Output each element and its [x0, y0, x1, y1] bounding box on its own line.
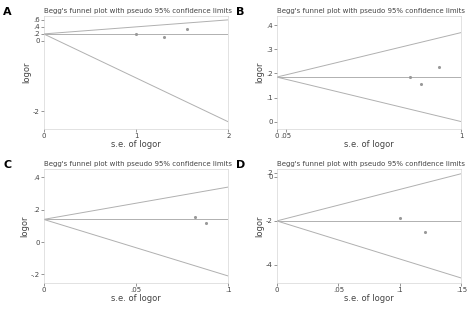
- Text: Begg's funnel plot with pseudo 95% confidence limits: Begg's funnel plot with pseudo 95% confi…: [277, 162, 465, 167]
- Text: A: A: [3, 7, 12, 16]
- Text: D: D: [236, 160, 246, 170]
- Text: Begg's funnel plot with pseudo 95% confidence limits: Begg's funnel plot with pseudo 95% confi…: [44, 162, 232, 167]
- Point: [421, 229, 428, 234]
- Y-axis label: logor: logor: [20, 215, 29, 237]
- X-axis label: s.e. of logor: s.e. of logor: [344, 294, 394, 303]
- Point: [436, 65, 443, 70]
- Text: Begg's funnel plot with pseudo 95% confidence limits: Begg's funnel plot with pseudo 95% confi…: [44, 8, 232, 14]
- Point: [183, 26, 191, 31]
- Point: [417, 82, 425, 87]
- X-axis label: s.e. of logor: s.e. of logor: [111, 294, 161, 303]
- Y-axis label: logor: logor: [255, 215, 264, 237]
- Y-axis label: logor: logor: [255, 61, 264, 83]
- Point: [396, 215, 404, 220]
- Point: [132, 31, 140, 36]
- Point: [202, 221, 210, 226]
- Point: [406, 75, 414, 80]
- X-axis label: s.e. of logor: s.e. of logor: [344, 140, 394, 149]
- Text: Begg's funnel plot with pseudo 95% confidence limits: Begg's funnel plot with pseudo 95% confi…: [277, 8, 465, 14]
- Text: B: B: [236, 7, 245, 16]
- X-axis label: s.e. of logor: s.e. of logor: [111, 140, 161, 149]
- Y-axis label: logor: logor: [22, 61, 31, 83]
- Text: C: C: [3, 160, 11, 170]
- Point: [160, 35, 167, 40]
- Point: [191, 215, 199, 219]
